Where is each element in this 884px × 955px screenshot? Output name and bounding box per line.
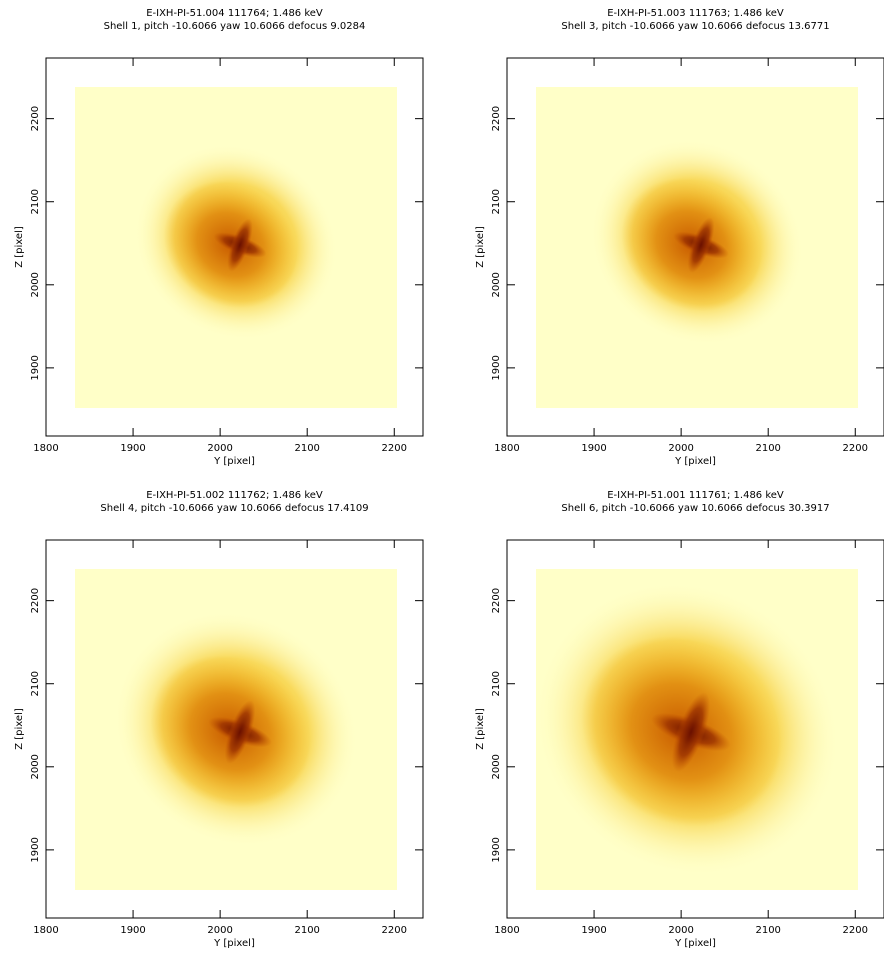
x-axis-label: Y [pixel] — [674, 456, 716, 467]
y-tick-label: 2000 — [491, 754, 502, 779]
psf-core — [687, 217, 715, 273]
y-tick-label: 2100 — [30, 671, 41, 696]
x-tick-label: 1800 — [494, 925, 519, 936]
y-tick-label: 2200 — [30, 106, 41, 131]
chart-subtitle: Shell 3, pitch -10.6066 yaw 10.6066 defo… — [561, 21, 829, 32]
y-tick-label: 1900 — [491, 837, 502, 862]
y-tick-label: 1900 — [491, 355, 502, 380]
x-axis-label: Y [pixel] — [213, 456, 255, 467]
x-tick-label: 2200 — [843, 443, 868, 454]
panel: E-IXH-PI-51.002 111762; 1.486 keV Shell 4… — [14, 490, 424, 949]
x-tick-label: 2100 — [755, 443, 780, 454]
psf-core — [227, 218, 253, 272]
y-tick-label: 1900 — [30, 355, 41, 380]
y-axis-label: Z [pixel] — [475, 226, 486, 268]
y-tick-label: 2000 — [30, 754, 41, 779]
chart-subtitle: Shell 1, pitch -10.6066 yaw 10.6066 defo… — [104, 21, 366, 32]
x-tick-label: 1900 — [120, 925, 145, 936]
x-tick-label: 1900 — [581, 925, 606, 936]
x-tick-label: 1800 — [494, 443, 519, 454]
x-tick-label: 2100 — [294, 443, 319, 454]
y-tick-label: 2200 — [30, 588, 41, 613]
y-tick-label: 2100 — [30, 189, 41, 214]
y-axis-label: Z [pixel] — [14, 708, 25, 750]
panel: E-IXH-PI-51.003 111763; 1.486 keV Shell 3… — [475, 8, 884, 467]
y-tick-label: 2200 — [491, 588, 502, 613]
chart-title: E-IXH-PI-51.004 111764; 1.486 keV — [146, 8, 323, 19]
y-tick-label: 2200 — [491, 106, 502, 131]
chart-title: E-IXH-PI-51.002 111762; 1.486 keV — [146, 490, 323, 501]
x-axis-label: Y [pixel] — [674, 938, 716, 949]
plot-frame — [506, 57, 884, 437]
y-axis-label: Z [pixel] — [475, 708, 486, 750]
psf-core — [671, 692, 711, 772]
chart-subtitle: Shell 4, pitch -10.6066 yaw 10.6066 defo… — [100, 503, 368, 514]
chart-title: E-IXH-PI-51.003 111763; 1.486 keV — [607, 8, 784, 19]
x-tick-label: 2000 — [668, 925, 693, 936]
y-tick-label: 2100 — [491, 189, 502, 214]
y-tick-label: 2000 — [30, 272, 41, 297]
y-tick-label: 1900 — [30, 837, 41, 862]
x-tick-label: 2000 — [207, 925, 232, 936]
x-tick-label: 1900 — [120, 443, 145, 454]
x-tick-label: 2200 — [382, 443, 407, 454]
psf-core — [224, 700, 256, 764]
x-axis-label: Y [pixel] — [213, 938, 255, 949]
plot-frame — [45, 539, 424, 919]
x-tick-label: 2100 — [294, 925, 319, 936]
chart-subtitle: Shell 6, pitch -10.6066 yaw 10.6066 defo… — [561, 503, 829, 514]
x-tick-label: 2000 — [207, 443, 232, 454]
x-tick-label: 1800 — [33, 443, 58, 454]
y-tick-label: 2100 — [491, 671, 502, 696]
plot-frame — [506, 539, 884, 919]
x-tick-label: 2200 — [382, 925, 407, 936]
x-tick-label: 2100 — [755, 925, 780, 936]
x-tick-label: 2200 — [843, 925, 868, 936]
x-tick-label: 1900 — [581, 443, 606, 454]
y-axis-label: Z [pixel] — [14, 226, 25, 268]
y-tick-label: 2000 — [491, 272, 502, 297]
panel: E-IXH-PI-51.004 111764; 1.486 keV Shell 1… — [14, 8, 424, 467]
plot-frame — [45, 57, 424, 437]
x-tick-label: 1800 — [33, 925, 58, 936]
chart-title: E-IXH-PI-51.001 111761; 1.486 keV — [607, 490, 784, 501]
x-tick-label: 2000 — [668, 443, 693, 454]
panel: E-IXH-PI-51.001 111761; 1.486 keV Shell 6… — [475, 490, 884, 949]
